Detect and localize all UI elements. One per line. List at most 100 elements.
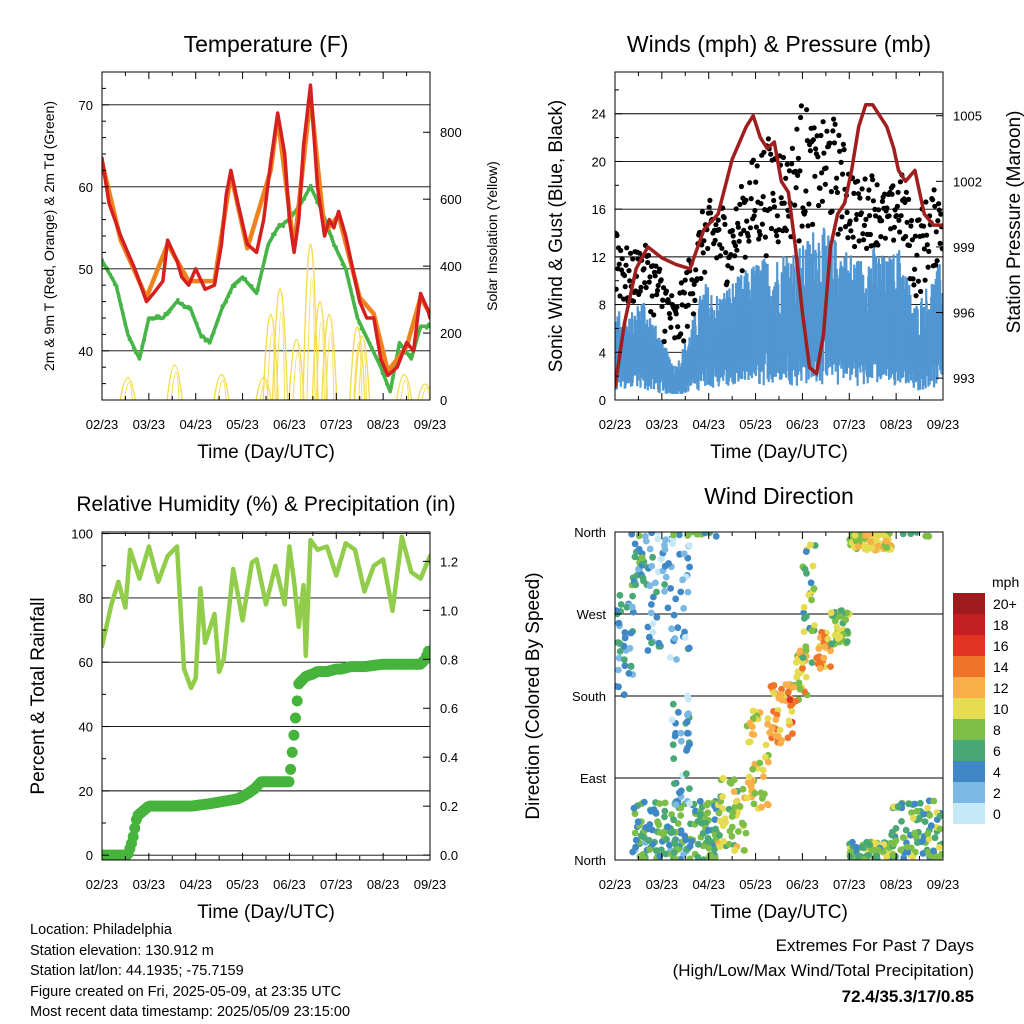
gust-point xyxy=(925,264,931,270)
gust-point xyxy=(936,201,942,207)
gust-point xyxy=(813,146,819,152)
colorbar-swatch xyxy=(953,761,985,782)
direction-point xyxy=(655,639,663,647)
direction-xtick-label: 05/23 xyxy=(739,877,772,892)
temp-ytick-label: 40 xyxy=(79,344,93,359)
winds-xlabel: Time (Day/UTC) xyxy=(710,442,848,463)
precip-y2tick-label: 0.2 xyxy=(440,799,458,814)
temperature-lines xyxy=(102,83,430,394)
gust-point xyxy=(840,141,847,147)
temp-xtick-label: 06/23 xyxy=(273,417,306,432)
precip-y2tick-label: 1.0 xyxy=(440,603,458,618)
direction-point xyxy=(793,673,801,681)
direction-point xyxy=(648,601,655,608)
direction-xlabel: Time (Day/UTC) xyxy=(710,902,848,923)
gust-point xyxy=(894,213,900,219)
gust-point xyxy=(729,265,735,271)
direction-point xyxy=(631,553,639,561)
dewpoint-point xyxy=(311,189,315,194)
direction-ytick-label: East xyxy=(580,771,606,786)
direction-point xyxy=(853,844,860,851)
gust-point xyxy=(867,213,873,219)
direction-point xyxy=(827,609,835,617)
direction-point xyxy=(696,810,704,818)
direction-xtick-label: 09/23 xyxy=(927,877,960,892)
direction-point xyxy=(669,828,676,835)
colorbar-label: 8 xyxy=(993,722,1001,738)
dewpoint-point xyxy=(233,284,237,289)
direction-point xyxy=(621,662,629,670)
dewpoint-point xyxy=(125,329,130,333)
gust-point xyxy=(750,157,757,163)
insolation-peak xyxy=(302,243,319,400)
gust-point xyxy=(751,213,757,219)
humidity-xlabel: Time (Day/UTC) xyxy=(197,902,335,923)
direction-point xyxy=(739,785,747,793)
wind-xtick-label: 02/23 xyxy=(599,417,632,432)
gust-point xyxy=(729,227,736,234)
dewpoint-point xyxy=(193,317,197,322)
insolation-peak-trace xyxy=(170,372,180,400)
gust-point xyxy=(660,297,666,303)
direction-point xyxy=(749,765,757,773)
direction-point xyxy=(661,581,668,588)
gust-point xyxy=(876,207,882,213)
gust-point xyxy=(618,267,625,273)
direction-point xyxy=(920,810,928,818)
gust-point xyxy=(662,328,668,334)
gust-point xyxy=(906,242,913,249)
direction-point xyxy=(704,799,712,807)
gust-point xyxy=(626,268,632,274)
insolation-peak xyxy=(349,326,366,400)
direction-point xyxy=(670,611,678,619)
direction-point xyxy=(861,532,869,539)
dewpoint-point xyxy=(342,265,347,270)
insolation-peak-trace xyxy=(292,351,302,400)
extremes-title: Extremes For Past 7 Days xyxy=(775,936,974,955)
direction-point xyxy=(761,790,768,798)
gust-point xyxy=(627,278,633,284)
rh-xtick-label: 03/23 xyxy=(133,877,166,892)
gust-point xyxy=(619,256,625,262)
gust-point xyxy=(915,278,922,284)
direction-point xyxy=(656,800,664,807)
gust-point xyxy=(804,138,811,144)
gust-point xyxy=(627,250,634,256)
direction-point xyxy=(784,734,792,742)
direction-point xyxy=(875,542,882,550)
direction-point xyxy=(671,732,679,740)
direction-point xyxy=(775,694,783,702)
precip-y2tick-label: 0.4 xyxy=(440,750,458,765)
gust-point xyxy=(742,254,748,260)
dewpoint-point xyxy=(237,279,241,284)
dewpoint-point xyxy=(273,232,277,236)
gust-point xyxy=(862,176,868,182)
gust-point xyxy=(730,233,736,239)
insolation-y2tick-label: 800 xyxy=(440,125,462,140)
gust-point xyxy=(694,276,700,282)
direction-point xyxy=(684,588,692,596)
direction-xtick-label: 02/23 xyxy=(599,877,632,892)
dewpoint-point xyxy=(357,321,362,325)
direction-point xyxy=(916,799,924,807)
gust-point xyxy=(753,224,760,230)
gust-point xyxy=(800,205,806,211)
direction-point xyxy=(661,541,668,549)
dewpoint-point xyxy=(207,341,212,345)
direction-xtick-label: 08/23 xyxy=(880,877,913,892)
direction-point xyxy=(694,840,702,848)
dewpoint-point xyxy=(216,318,220,322)
insolation-y2tick-label: 400 xyxy=(440,259,462,274)
precip-point xyxy=(288,729,300,741)
extremes-box: Extremes For Past 7 Days (High/Low/Max W… xyxy=(673,933,974,1010)
direction-point xyxy=(762,741,770,749)
gust-point xyxy=(715,217,721,223)
colorbar-label: 12 xyxy=(993,680,1009,696)
insolation-y2tick-label: 0 xyxy=(440,393,447,408)
gust-point xyxy=(884,205,890,211)
direction-point xyxy=(712,825,719,833)
dewpoint-point xyxy=(131,346,136,350)
direction-point xyxy=(727,779,735,787)
gust-point xyxy=(889,191,895,197)
gust-point xyxy=(938,211,943,217)
